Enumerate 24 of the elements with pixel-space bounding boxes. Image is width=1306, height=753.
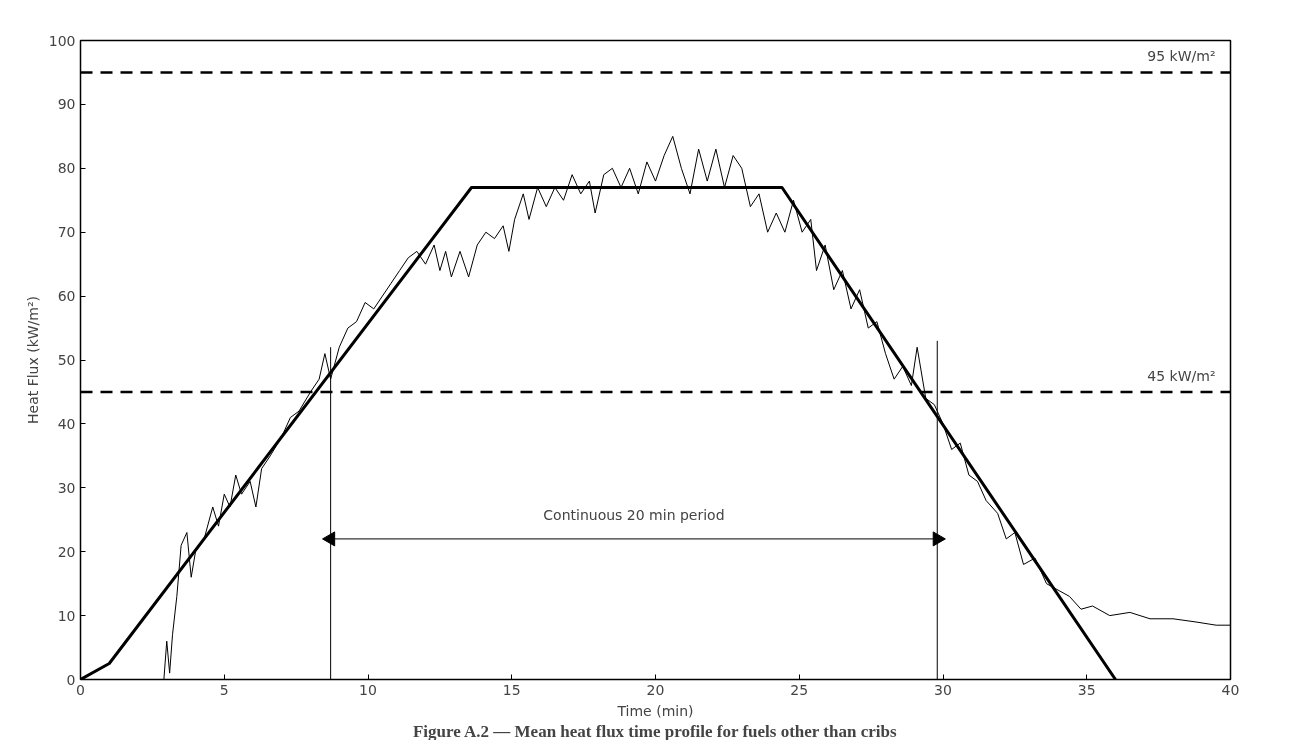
- text: Figure A.2 — Mean heat flux time profile for fuels other than cribs: [412, 721, 897, 741]
- y-tick-label: 90: [57, 96, 76, 113]
- y-tick-label: 70: [57, 224, 76, 241]
- y-tick-label: 80: [57, 160, 76, 177]
- x-tick-label: 10: [359, 681, 377, 698]
- y-tick-label: 30: [57, 479, 76, 496]
- y-tick-label: 40: [57, 415, 76, 432]
- ref-line-label: 45 kW/m²: [1147, 367, 1216, 384]
- x-tick-label: 5: [219, 681, 229, 698]
- x-tick-label: 40: [1221, 681, 1240, 698]
- ref-line-label: 95 kW/m²: [1147, 48, 1216, 65]
- y-tick-label: 50: [57, 352, 76, 368]
- annotation: Continuous 20 min period: [543, 506, 725, 523]
- x-tick-label: 25: [790, 681, 809, 698]
- x-tick-label: 30: [934, 681, 952, 698]
- y-tick-label: 100: [48, 32, 76, 49]
- y-axis-title: Heat Flux (kW/m²): [24, 295, 41, 425]
- y-tick-label: 60: [57, 288, 76, 305]
- y-tick-label: 10: [57, 607, 76, 624]
- y-tick-label: 20: [57, 543, 76, 560]
- x-tick-label: 20: [646, 681, 665, 698]
- x-axis-title: Time (min): [616, 702, 694, 719]
- x-tick-label: 35: [1077, 681, 1096, 698]
- x-tick-label: 15: [502, 681, 521, 698]
